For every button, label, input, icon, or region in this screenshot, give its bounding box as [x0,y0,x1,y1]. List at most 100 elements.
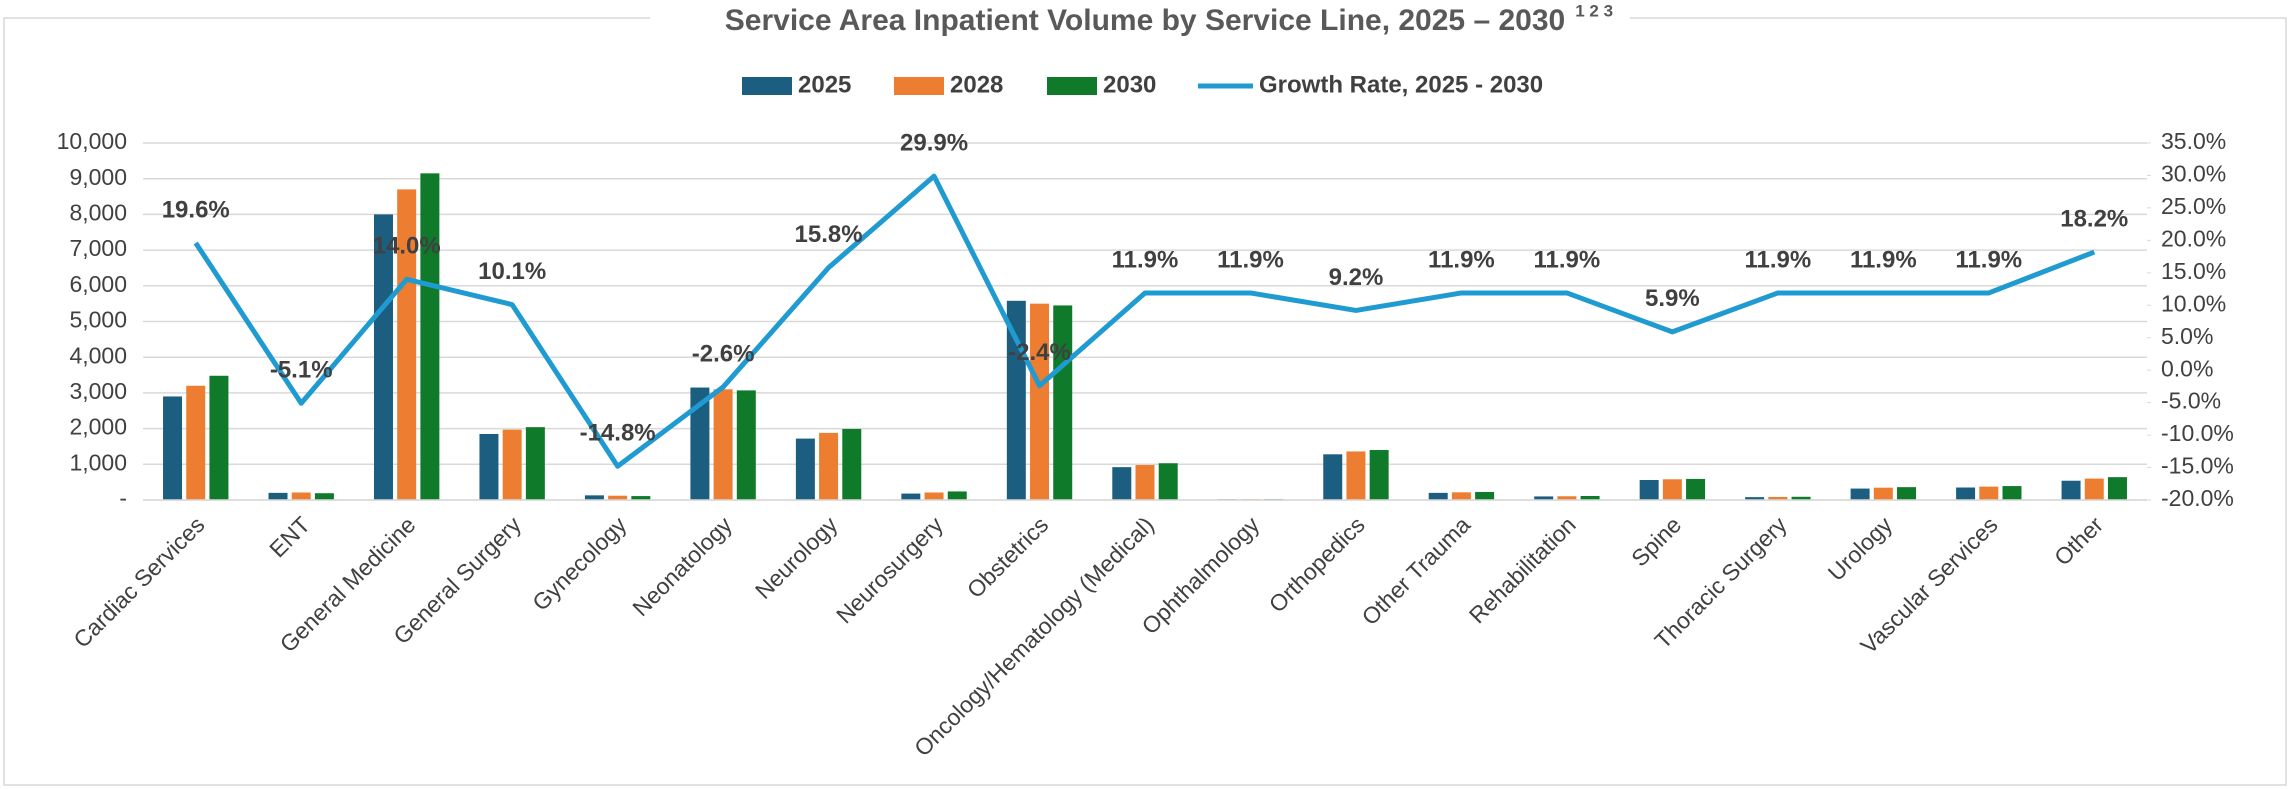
y-tick-label: 4,000 [69,342,127,368]
bar [1030,303,1050,500]
legend-swatch [894,77,944,95]
y-tick-label: 1,000 [69,449,127,475]
legend-swatch [742,77,792,95]
legend-label: 2028 [950,71,1003,98]
y2-tick-label: 15.0% [2161,258,2226,284]
y-tick-label: 7,000 [69,235,127,261]
data-label: 29.9% [900,129,968,156]
bar [1873,487,1893,500]
data-label: 10.1% [478,258,546,285]
bar [209,375,229,500]
bar [901,493,921,500]
bar [631,496,651,500]
bar [373,214,393,500]
y2-tick-label: 20.0% [2161,225,2226,251]
bar [1346,451,1366,500]
y-tick-label: 6,000 [69,271,127,297]
bar [1791,496,1811,500]
bar [1534,496,1554,500]
bar [1135,465,1155,500]
bar [397,189,417,500]
y2-tick-label: -5.0% [2161,388,2221,414]
data-label: 15.8% [795,221,863,248]
y-tick-label: - [119,485,127,511]
y-tick-label: 5,000 [69,307,127,333]
data-label: 18.2% [2060,205,2128,232]
data-label: 11.9% [1112,246,1179,273]
bar [1745,497,1765,500]
data-label: -14.8% [580,420,656,447]
data-label: 19.6% [162,196,230,223]
growth-line [193,173,2096,469]
data-label: -5.1% [270,357,333,384]
y2-tick-label: 30.0% [2161,161,2226,187]
title-superscript: 1 2 3 [1575,1,1613,20]
data-label: 11.9% [1217,246,1284,273]
bar [2061,480,2081,500]
bar [795,438,815,500]
bar [1323,454,1343,500]
legend-swatch [1047,77,1097,95]
data-label: -2.4% [1008,339,1071,366]
data-label: 11.9% [1744,246,1811,273]
y-tick-label: 10,000 [57,128,127,154]
bar [584,495,604,500]
bar [479,433,499,500]
bar [1580,496,1600,500]
y-tick-label: 8,000 [69,199,127,225]
bar [1053,305,1073,500]
bar [420,173,440,500]
data-label: 11.9% [1850,246,1917,273]
bar [2107,477,2127,500]
bar [690,387,710,500]
bar [1639,480,1659,500]
bar [1158,463,1178,500]
bar [502,429,522,500]
bar [1428,492,1448,500]
data-label: 11.9% [1428,246,1495,273]
chart-title: Service Area Inpatient Volume by Service… [725,4,1565,37]
y2-tick-label: -10.0% [2161,420,2234,446]
y-tick-label: 9,000 [69,164,127,190]
legend-label: Growth Rate, 2025 - 2030 [1259,71,1543,98]
bar [608,495,628,500]
data-label: 11.9% [1534,246,1601,273]
data-label: 5.9% [1645,285,1700,312]
bar [1897,487,1917,500]
bar [163,396,183,500]
y2-tick-label: 5.0% [2161,323,2213,349]
bar [1451,492,1471,500]
bar [736,390,756,500]
y2-tick-label: 0.0% [2161,355,2213,381]
bar [1956,487,1976,500]
bar [186,385,206,500]
y2-tick-label: 35.0% [2161,128,2226,154]
chart-frame [3,17,2287,786]
bar [2084,478,2104,500]
y-tick-label: 2,000 [69,414,127,440]
bar [819,432,839,500]
title-backdrop [650,2,1630,36]
data-label: 9.2% [1329,264,1384,291]
bar [1979,486,1999,500]
bar [1850,488,1870,500]
y2-tick-label: 25.0% [2161,193,2226,219]
bar [1112,467,1132,500]
bar [924,492,944,500]
y2-tick-label: 10.0% [2161,290,2226,316]
bar [842,428,862,500]
bar [314,493,334,500]
data-label: -2.6% [692,340,755,367]
bar [1557,496,1577,500]
bar [268,492,288,500]
y2-tick-label: -20.0% [2161,485,2234,511]
bar [525,427,545,500]
bar [1768,496,1788,500]
data-label: 14.0% [373,233,441,260]
bar [947,491,967,500]
bar [1475,491,1495,500]
bar [1662,479,1682,500]
bar [2002,486,2022,500]
bar [291,492,311,500]
